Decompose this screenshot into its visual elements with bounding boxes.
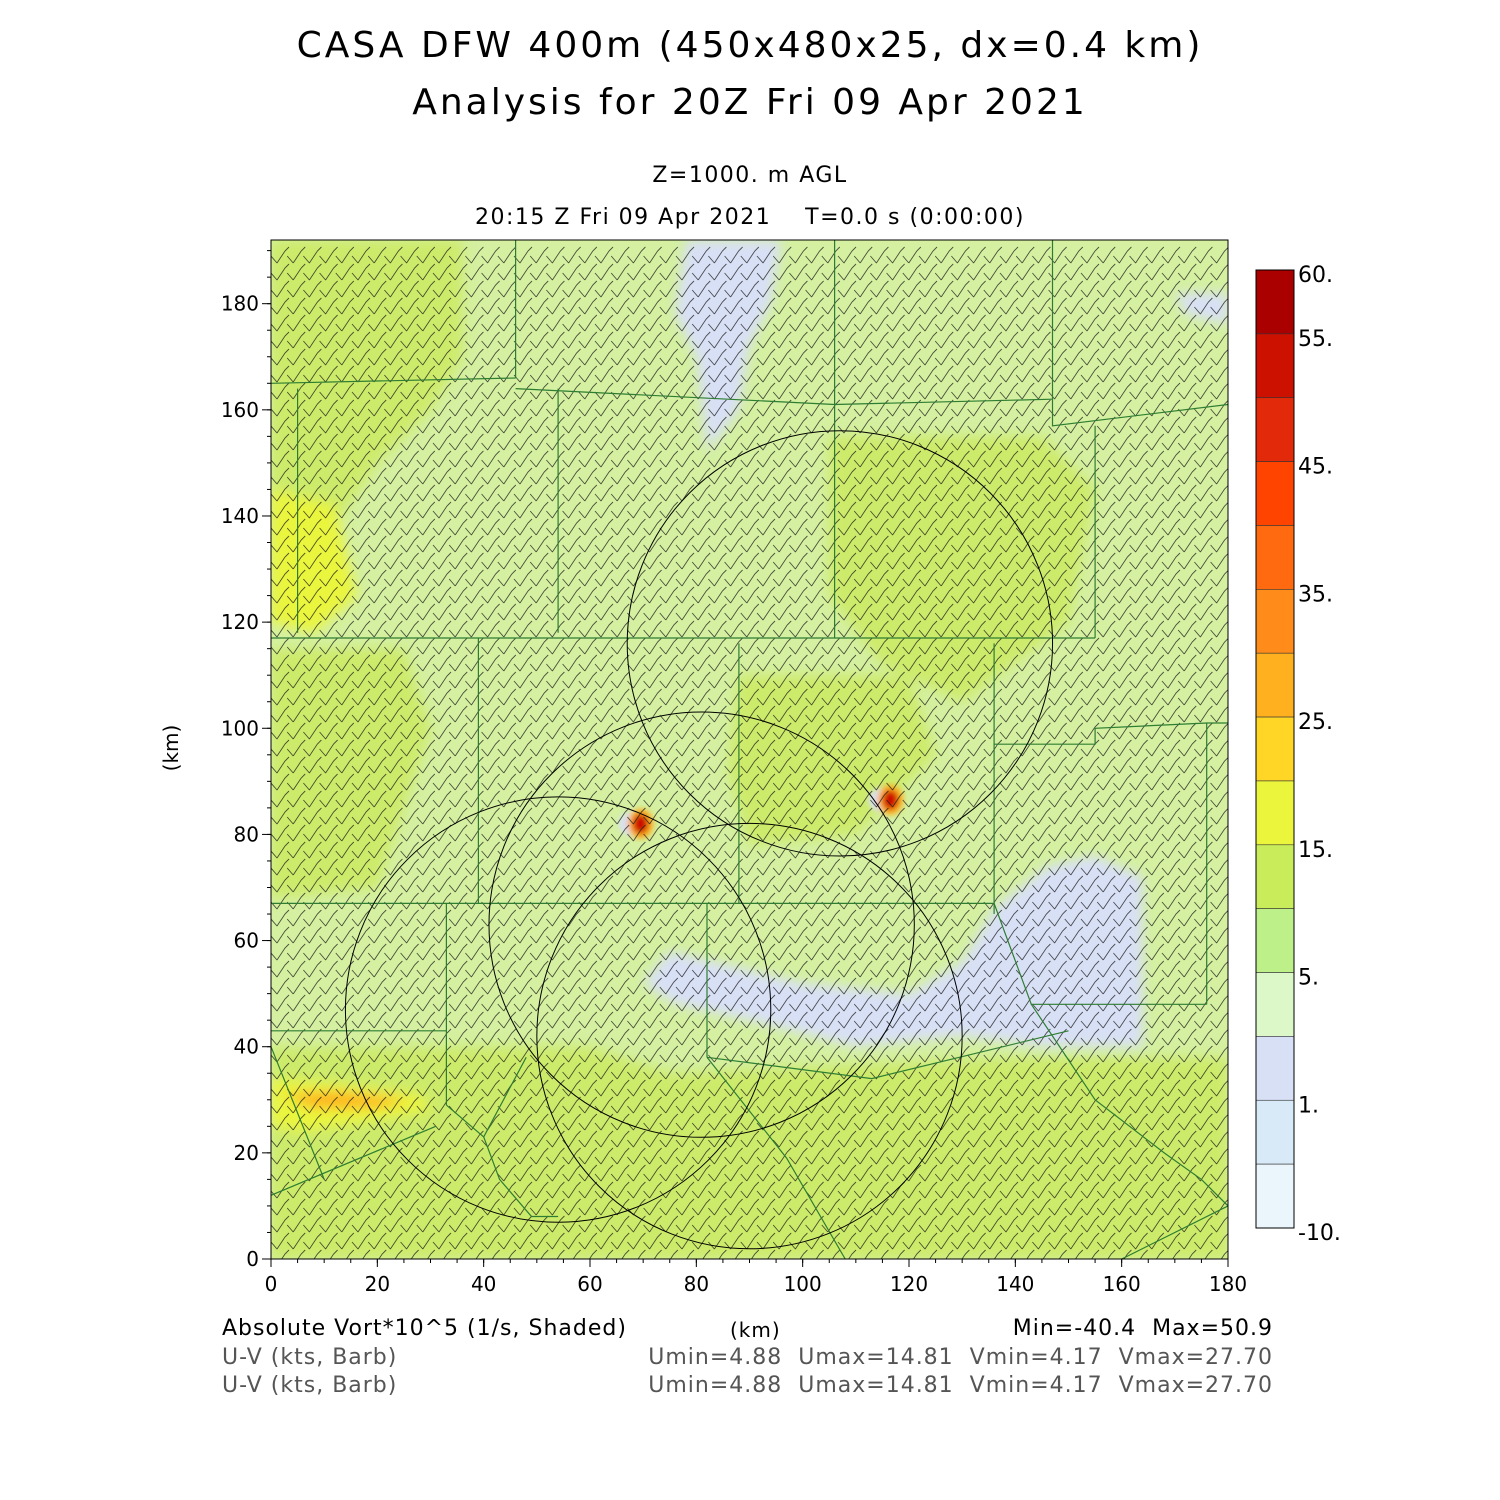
shading-patch-yellow_green	[829, 436, 1096, 702]
x-tick-label: 20	[365, 1272, 390, 1296]
colorbar-segment	[1255, 716, 1295, 782]
colorbar-label: 1.	[1298, 1093, 1319, 1118]
shading-patch-blue_white	[643, 855, 1143, 1047]
county-boundary	[271, 1046, 325, 1180]
vorticity-shading	[271, 240, 1228, 1259]
colorbar-segment	[1255, 525, 1295, 590]
barb-label-1: U-V (kts, Barb)	[222, 1345, 398, 1370]
y-tick-label: 20	[234, 1141, 259, 1165]
radar-range-rings	[344, 430, 1054, 1250]
colorbar: 60. 55. 45. 35. 25. 15. 5. 1. -10.	[1255, 263, 1341, 1246]
colorbar-label: -10.	[1298, 1221, 1341, 1246]
x-tick-label: 60	[577, 1272, 602, 1296]
colorbar-label: 5.	[1298, 966, 1319, 991]
colorbar-segment	[1255, 333, 1295, 399]
colorbar-segment	[1255, 397, 1295, 462]
shading-patch-yellow_green	[271, 240, 463, 570]
colorbar-segment	[1255, 780, 1295, 846]
x-tick-label: 80	[684, 1272, 709, 1296]
chart-title-line2: Analysis for 20Z Fri 09 Apr 2021	[412, 82, 1088, 123]
x-tick-label: 100	[784, 1272, 822, 1296]
y-tick-label: 40	[234, 1035, 259, 1059]
y-tick-label: 120	[221, 610, 259, 634]
x-axis: 0 20 40 60 80 100 120 140 160 180	[265, 1259, 1247, 1296]
y-tick-label: 0	[246, 1247, 259, 1271]
field-minmax: Min=-40.4 Max=50.9	[1012, 1316, 1273, 1341]
county-boundary	[483, 1136, 559, 1218]
colorbar-label: 15.	[1298, 838, 1333, 863]
y-axis: 0 20 40 60 80 100 120 140 160 180	[221, 250, 271, 1271]
y-tick-label: 160	[221, 398, 259, 422]
county-boundary	[271, 1125, 437, 1196]
level-label: Z=1000. m AGL	[652, 163, 848, 188]
colorbar-segment	[1255, 269, 1295, 335]
chart-title-line1: CASA DFW 400m (450x480x25, dx=0.4 km)	[296, 25, 1204, 66]
colorbar-frame	[1255, 269, 1295, 1229]
county-boundary	[706, 1030, 1069, 1080]
colorbar-segment	[1255, 908, 1295, 973]
county-boundaries	[271, 240, 1228, 1259]
shading-patch-blue_white	[675, 240, 782, 453]
colorbar-segment	[1255, 652, 1295, 718]
colorbar-label: 55.	[1298, 327, 1333, 352]
county-boundary	[706, 1056, 846, 1259]
county-boundary	[271, 377, 516, 384]
y-tick-label: 140	[221, 504, 259, 528]
y-axis-unit-label: (km)	[159, 725, 183, 772]
map-plot-area	[271, 240, 1228, 1259]
colorbar-label: 60.	[1298, 263, 1333, 288]
county-boundary	[1121, 1205, 1228, 1259]
x-tick-label: 0	[265, 1272, 278, 1296]
barb-label-2: U-V (kts, Barb)	[222, 1373, 398, 1398]
x-tick-label: 140	[996, 1272, 1034, 1296]
colorbar-segment	[1255, 844, 1295, 909]
y-tick-label: 60	[234, 929, 259, 953]
colorbar-label: 45.	[1298, 455, 1333, 480]
shading-patch-blue_white	[1174, 293, 1228, 325]
county-boundary	[1051, 399, 1228, 427]
y-tick-label: 180	[221, 292, 259, 316]
x-tick-label: 180	[1209, 1272, 1247, 1296]
colorbar-segment	[1255, 1099, 1295, 1165]
colorbar-label: 25.	[1298, 710, 1333, 735]
colorbar-segment	[1255, 461, 1295, 526]
radar-range-ring	[488, 711, 915, 1138]
wind-barbs	[271, 246, 1228, 1259]
y-tick-label: 100	[221, 716, 259, 740]
x-axis-unit-label: (km)	[730, 1318, 781, 1342]
shading-patch-yellow	[271, 489, 357, 633]
colorbar-label: 35.	[1298, 582, 1333, 607]
radar-range-ring	[344, 796, 772, 1223]
x-tick-label: 120	[890, 1272, 928, 1296]
county-boundary	[834, 398, 1053, 406]
radar-range-ring	[536, 822, 963, 1250]
colorbar-segment	[1255, 1163, 1295, 1229]
uv-stats-2: Umin=4.88 Umax=14.81 Vmin=4.17 Vmax=27.7…	[648, 1373, 1273, 1398]
wind-barb-grid	[271, 246, 1228, 1259]
county-boundary	[515, 388, 835, 406]
x-tick-label: 40	[471, 1272, 496, 1296]
colorbar-segment	[1255, 1036, 1295, 1101]
vorticity-max-core	[882, 789, 899, 810]
shading-patch-yellow_green	[271, 648, 431, 899]
county-boundary	[1030, 1003, 1228, 1207]
colorbar-segment	[1255, 972, 1295, 1037]
x-tick-label: 160	[1103, 1272, 1141, 1296]
shaded-field-label: Absolute Vort*10^5 (1/s, Shaded)	[222, 1316, 627, 1341]
colorbar-segment	[1255, 589, 1295, 654]
county-boundary	[994, 722, 1228, 745]
uv-stats-1: Umin=4.88 Umax=14.81 Vmin=4.17 Vmax=27.7…	[648, 1345, 1273, 1370]
valid-time-label: 20:15 Z Fri 09 Apr 2021 T=0.0 s (0:00:00…	[475, 205, 1025, 230]
y-tick-label: 80	[234, 822, 259, 846]
radar-range-ring	[626, 430, 1054, 857]
shading-patch-orange	[281, 1091, 410, 1108]
